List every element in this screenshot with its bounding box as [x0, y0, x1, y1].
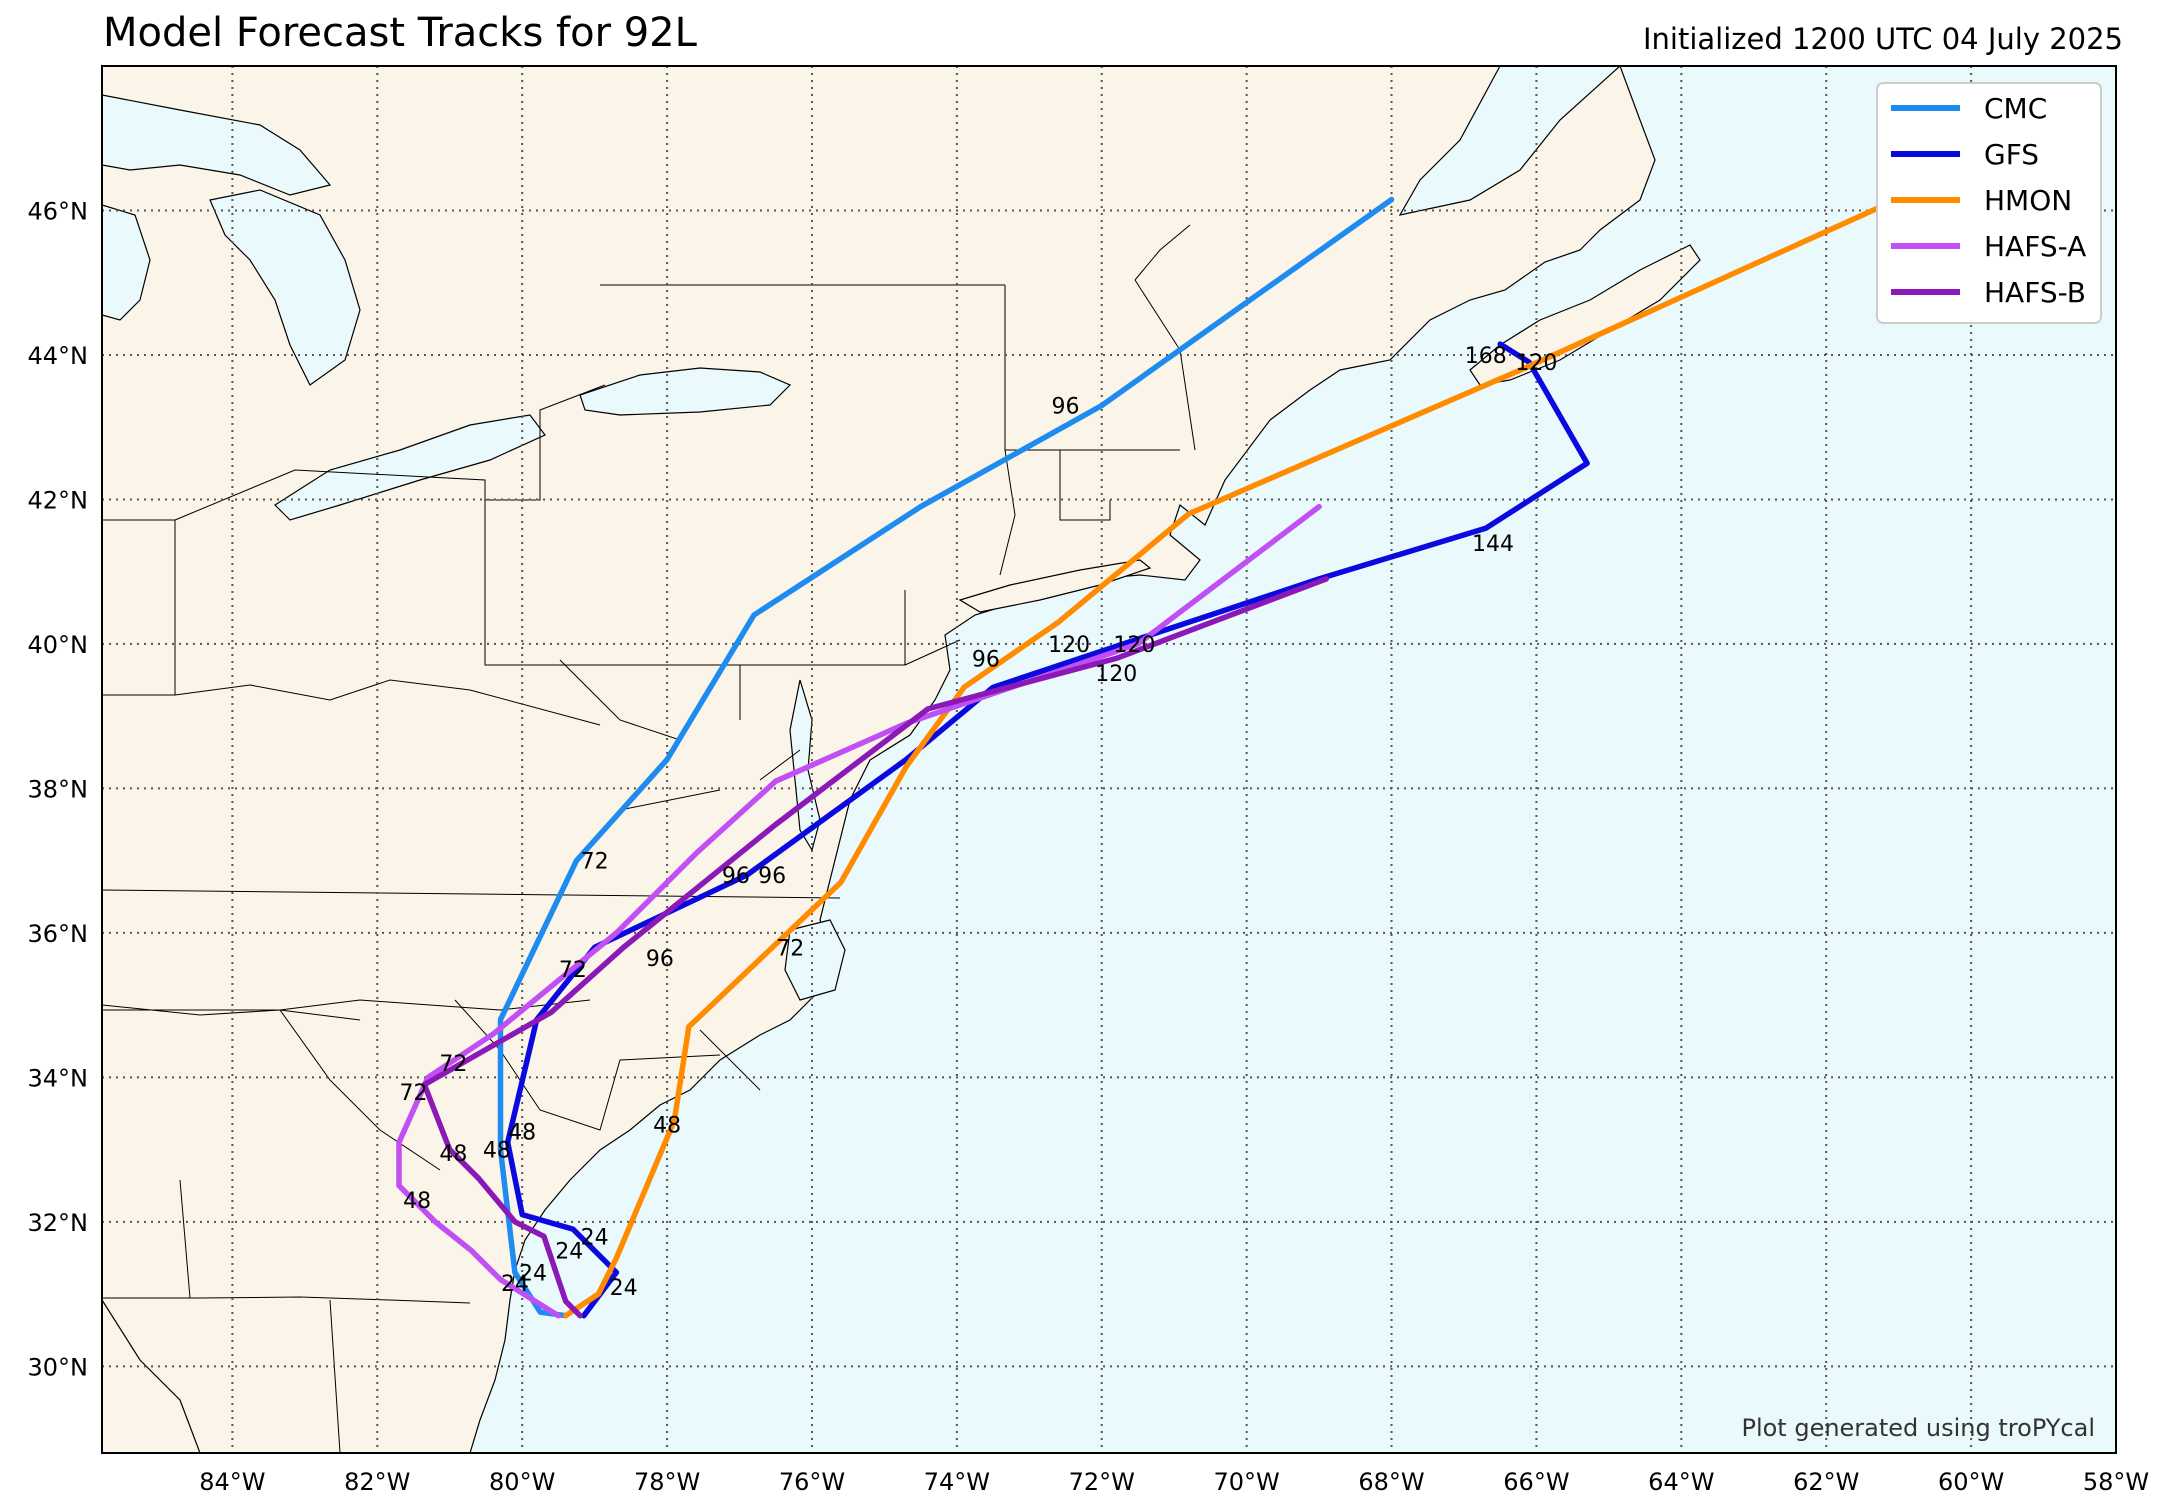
lon-label: 66°W	[1503, 1468, 1569, 1496]
lon-label: 62°W	[1793, 1468, 1859, 1496]
forecast-hour-label: 120	[1113, 633, 1155, 658]
forecast-hour-label: 48	[653, 1113, 681, 1138]
lat-label: 44°N	[28, 342, 89, 370]
forecast-hour-label: 72	[581, 850, 609, 875]
lake-superior	[102, 94, 332, 196]
forecast-hour-label: 72	[559, 958, 587, 983]
lat-label: 32°N	[28, 1209, 89, 1237]
forecast-hour-label: 48	[508, 1121, 536, 1146]
track-hafs-a	[396, 503, 1322, 1319]
lake-huron	[209, 189, 361, 386]
lon-label: 68°W	[1358, 1468, 1424, 1496]
lon-label: 78°W	[634, 1468, 700, 1496]
gulf-of-st-lawrence	[1398, 66, 1621, 216]
lon-label: 64°W	[1648, 1468, 1714, 1496]
track-hafs-b	[421, 576, 1330, 1319]
forecast-hour-label: 120	[1095, 662, 1137, 687]
forecast-hour-label: 120	[1515, 351, 1557, 376]
forecast-hour-label: 72	[439, 1052, 467, 1077]
legend-label: CMC	[1984, 92, 2047, 125]
lon-label: 58°W	[2083, 1468, 2149, 1496]
latitude-labels: 30°N 32°N 34°N 36°N 38°N 40°N 42°N 44°N 46°N	[28, 197, 89, 1381]
forecast-hour-label: 48	[483, 1139, 511, 1164]
lat-label: 34°N	[28, 1064, 89, 1092]
lat-label: 36°N	[28, 920, 89, 948]
long-island	[958, 559, 1152, 613]
credit-text: Plot generated using troPYcal	[1741, 1414, 2095, 1442]
forecast-hour-label: 24	[581, 1225, 609, 1250]
lon-label: 84°W	[199, 1468, 265, 1496]
forecast-hour-label: 24	[501, 1272, 529, 1297]
lat-label: 30°N	[28, 1353, 89, 1381]
initialized-time: Initialized 1200 UTC 04 July 2025	[1642, 22, 2123, 56]
forecast-hour-label: 72	[776, 936, 804, 961]
legend-label: HAFS-B	[1984, 276, 2086, 309]
lat-label: 38°N	[28, 775, 89, 803]
forecast-hour-label: 24	[555, 1240, 583, 1265]
forecast-hour-label: 144	[1472, 532, 1514, 557]
lon-label: 60°W	[1938, 1468, 2004, 1496]
forecast-hour-label: 96	[646, 947, 674, 972]
lon-label: 74°W	[924, 1468, 990, 1496]
forecast-hour-label: 96	[722, 864, 750, 889]
nova-scotia	[1469, 244, 1701, 386]
track-lines	[396, 186, 1924, 1319]
lon-label: 82°W	[344, 1468, 410, 1496]
legend-label: GFS	[1984, 138, 2039, 171]
lon-label: 72°W	[1069, 1468, 1135, 1496]
lake-erie	[274, 414, 546, 521]
lon-label: 76°W	[779, 1468, 845, 1496]
longitude-labels: 84°W 82°W 80°W 78°W 76°W 74°W 72°W 70°W 68°W 66°W…	[199, 1468, 2149, 1496]
track-hmon	[562, 186, 1924, 1319]
forecast-hour-label: 48	[403, 1189, 431, 1214]
legend: CMC GFS HMON HAFS-A HAFS-B	[1876, 82, 2102, 324]
map-frame	[101, 65, 2117, 1454]
lat-label: 42°N	[28, 486, 89, 514]
lake-michigan	[102, 204, 151, 321]
forecast-hour-label: 24	[610, 1276, 638, 1301]
legend-box	[1876, 82, 2102, 324]
track-labels: 24 48 72 96 24 48 72 96 120 144 168 24 48 72 96 120 24 48…	[400, 344, 1558, 1301]
track-gfs	[504, 341, 1590, 1319]
lat-label: 46°N	[28, 197, 89, 225]
forecast-hour-label: 96	[972, 647, 1000, 672]
forecast-hour-label: 168	[1465, 344, 1507, 369]
forecast-hour-label: 72	[400, 1081, 428, 1106]
map-title: Model Forecast Tracks for 92L	[103, 10, 697, 56]
forecast-hour-label: 120	[1048, 633, 1090, 658]
legend-label: HAFS-A	[1984, 230, 2086, 263]
pamlico-sound	[784, 919, 846, 1001]
lake-ontario	[579, 367, 792, 416]
lon-label: 70°W	[1214, 1468, 1280, 1496]
forecast-hour-label: 96	[758, 864, 786, 889]
forecast-hour-label: 48	[439, 1142, 467, 1167]
lon-label: 80°W	[489, 1468, 555, 1496]
lat-label: 40°N	[28, 631, 89, 659]
land-mainland	[102, 66, 1656, 1453]
forecast-hour-label: 96	[1052, 395, 1080, 420]
forecast-hour-label: 24	[519, 1261, 547, 1286]
track-cmc	[497, 196, 1395, 1319]
florida-peninsula	[102, 1298, 201, 1453]
legend-label: HMON	[1984, 184, 2072, 217]
